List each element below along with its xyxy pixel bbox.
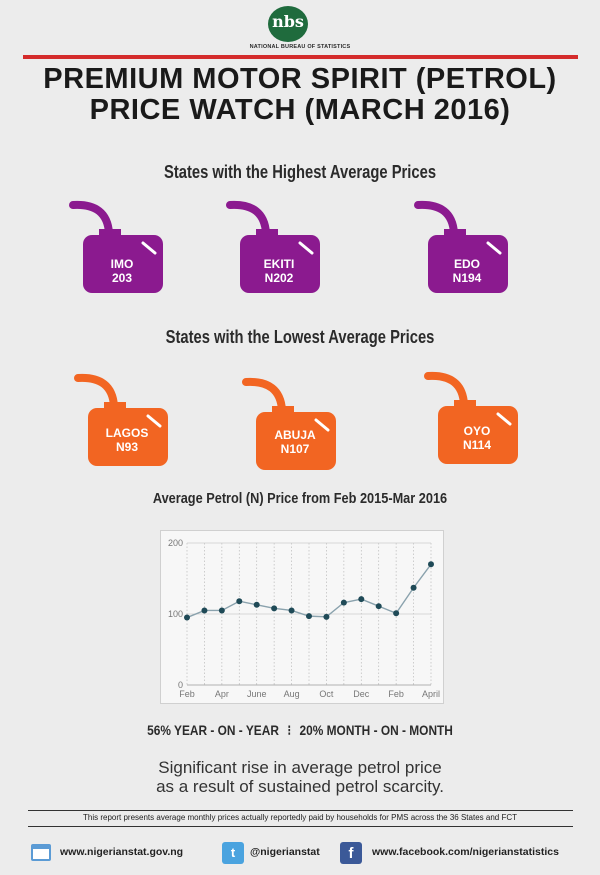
x-tick-label: April <box>422 689 440 699</box>
browser-window-icon <box>31 844 51 861</box>
x-tick-label: Apr <box>215 689 229 699</box>
x-tick-label: Feb <box>179 689 195 699</box>
data-point <box>375 603 382 610</box>
data-point <box>306 613 312 620</box>
nbs-logo-text: nbs <box>272 12 304 31</box>
highest-can-1: IMO 203 <box>65 195 175 305</box>
summary-line-1: Significant rise in average petrol price <box>158 758 442 777</box>
state-price: N194 <box>452 271 482 285</box>
x-tick-label: Oct <box>319 689 334 699</box>
lowest-can-2: ABUJA N107 <box>238 372 348 482</box>
state-price: N114 <box>462 438 492 452</box>
state-price: N107 <box>280 442 310 456</box>
x-tick-label: Aug <box>284 689 300 699</box>
facebook-icon: f <box>340 842 362 864</box>
twitter-icon: t <box>222 842 244 864</box>
stats-separator: ⁝ <box>287 722 292 738</box>
data-point <box>358 596 365 603</box>
data-point <box>271 605 278 612</box>
state-name: ABUJA <box>274 428 316 442</box>
nbs-logo <box>268 6 308 42</box>
data-point <box>428 561 434 568</box>
header-divider <box>23 55 578 59</box>
fuel-can-icon <box>69 200 163 293</box>
fuel-can-icon <box>424 371 518 464</box>
website-link[interactable]: www.nigerianstat.gov.ng <box>60 846 184 858</box>
lowest-can-3: OYO N114 <box>420 366 530 476</box>
page-title: PREMIUM MOTOR SPIRIT (PETROL) PRICE WATC… <box>10 64 590 126</box>
title-line-1: PREMIUM MOTOR SPIRIT (PETROL) <box>43 63 557 95</box>
title-line-2: PRICE WATCH (MARCH 2016) <box>89 94 511 126</box>
data-point <box>253 601 260 608</box>
fuel-can-icon <box>242 377 336 470</box>
y-tick-label: 200 <box>168 538 183 548</box>
y-tick-label: 100 <box>168 609 183 619</box>
state-name: LAGOS <box>105 426 149 440</box>
lowest-can-1: LAGOS N93 <box>70 368 180 478</box>
data-point <box>201 607 208 614</box>
state-price: 203 <box>111 271 133 285</box>
fuel-can-icon <box>226 200 320 293</box>
data-point <box>288 607 295 614</box>
state-name: IMO <box>110 257 134 271</box>
price-change-stats: 56% YEAR - ON - YEAR ⁝ 20% MONTH - ON - … <box>45 722 555 739</box>
state-name: EDO <box>453 257 480 271</box>
footnote-rule-bottom <box>28 826 573 827</box>
line-chart: 0 100 200 Feb Apr June Aug Oct Dec Feb April <box>160 530 444 704</box>
highest-prices-heading: States with the Highest Average Prices <box>163 162 437 182</box>
twitter-handle[interactable]: @nigerianstat <box>250 846 320 858</box>
year-on-year-change: 56% YEAR - ON - YEAR <box>147 722 279 738</box>
x-tick-label: June <box>247 689 267 699</box>
y-tick-label: 0 <box>178 680 183 690</box>
summary-text: Significant rise in average petrol price… <box>0 758 600 796</box>
state-name: EKITI <box>263 257 295 271</box>
facebook-link[interactable]: www.facebook.com/nigerianstatistics <box>372 846 559 858</box>
data-point <box>393 610 400 617</box>
highest-can-3: EDO N194 <box>410 195 520 305</box>
highest-can-2: EKITI N202 <box>222 195 332 305</box>
data-point <box>184 614 190 621</box>
x-tick-label: Dec <box>353 689 370 699</box>
data-point <box>323 613 330 620</box>
footnote: This report presents average monthly pri… <box>83 813 517 822</box>
fuel-can-icon <box>414 200 508 293</box>
month-on-month-change: 20% MONTH - ON - MONTH <box>299 722 453 738</box>
data-point <box>236 598 243 605</box>
line-chart-svg: 0 100 200 Feb Apr June Aug Oct Dec Feb April <box>168 538 440 699</box>
state-price: N93 <box>115 440 138 454</box>
data-point <box>410 584 417 591</box>
fuel-can-icon <box>74 373 168 466</box>
x-tick-label: Feb <box>388 689 404 699</box>
state-name: OYO <box>463 424 491 438</box>
data-point <box>218 607 225 614</box>
data-point <box>340 599 347 606</box>
chart-title: Average Petrol (N) Price from Feb 2015-M… <box>152 490 448 507</box>
organization-name: NATIONAL BUREAU OF STATISTICS <box>249 44 351 50</box>
lowest-prices-heading: States with the Lowest Average Prices <box>165 327 435 347</box>
state-price: N202 <box>264 271 294 285</box>
summary-line-2: as a result of sustained petrol scarcity… <box>156 777 444 796</box>
footnote-rule-top <box>28 810 573 811</box>
